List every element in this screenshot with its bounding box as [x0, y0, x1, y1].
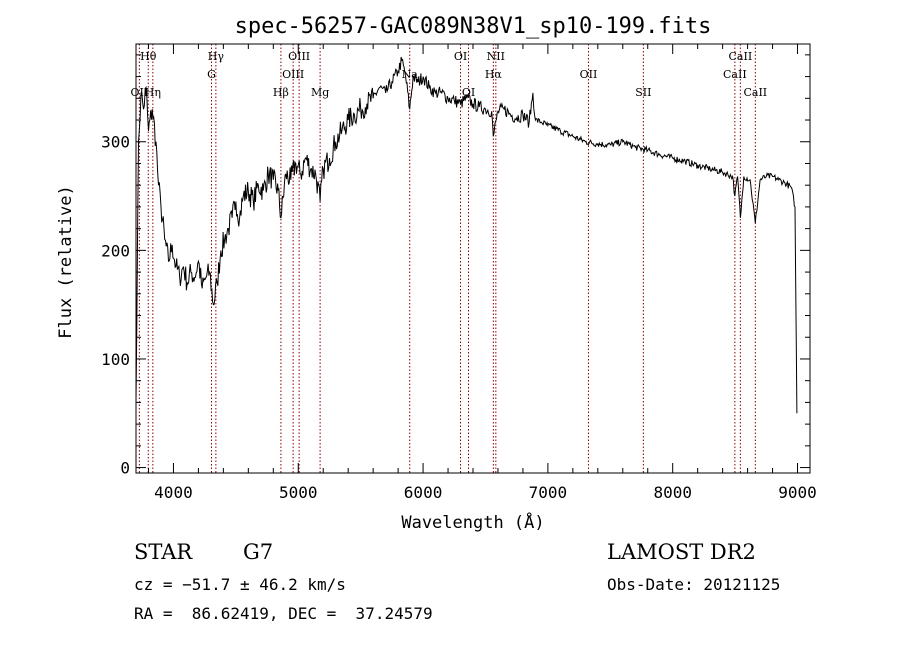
line-label: G: [207, 68, 216, 81]
chart-title: spec-56257-GAC089N38V1_sp10-199.fits: [235, 14, 712, 39]
object-class: STAR: [134, 540, 193, 564]
line-label: Hθ: [140, 50, 157, 63]
y-tick-label: 0: [120, 459, 130, 478]
line-label: CaII: [729, 50, 753, 63]
line-label: Hβ: [273, 86, 289, 99]
x-tick-label: 5000: [279, 483, 318, 502]
coordinates-readout: RA = 86.62419, DEC = 37.24579: [134, 604, 433, 623]
x-axis-ticks: 4000 5000 6000 7000 8000 9000: [147, 44, 817, 502]
x-tick-label: 9000: [778, 483, 817, 502]
line-label: Hη: [145, 86, 161, 99]
plot-frame: [135, 43, 811, 474]
y-axis-ticks: 0 100 200 300: [101, 54, 810, 478]
y-tick-label: 200: [101, 241, 130, 260]
x-tick-label: 8000: [653, 483, 692, 502]
line-label: OIII: [288, 50, 310, 63]
redshift-readout: cz = −51.7 ± 46.2 km/s: [134, 575, 346, 594]
line-label: CaII: [743, 86, 767, 99]
line-label: OII: [580, 68, 598, 81]
line-label: OI: [454, 50, 467, 63]
line-label: Mg: [311, 86, 329, 99]
object-subclass: G7: [243, 540, 274, 564]
x-tick-label: 6000: [404, 483, 443, 502]
x-tick-label: 7000: [529, 483, 568, 502]
observation-date: Obs-Date: 20121125: [607, 575, 781, 594]
line-label: OII: [131, 86, 149, 99]
y-tick-label: 300: [101, 133, 130, 152]
line-label: Hγ: [208, 50, 225, 63]
x-axis-label: Wavelength (Å): [401, 511, 544, 533]
line-label: Hα: [485, 68, 503, 81]
line-label: OIII: [282, 68, 304, 81]
line-label: CaII: [723, 68, 747, 81]
survey-name: LAMOST DR2: [607, 540, 756, 564]
line-label: SII: [635, 86, 651, 99]
line-label: NII: [487, 50, 505, 63]
y-tick-label: 100: [101, 350, 130, 369]
spectral-line-markers: [138, 44, 756, 473]
spectrum-line: [135, 56, 798, 414]
y-axis-label: Flux (relative): [56, 185, 76, 339]
x-tick-label: 4000: [154, 483, 193, 502]
line-label: OI: [462, 86, 475, 99]
